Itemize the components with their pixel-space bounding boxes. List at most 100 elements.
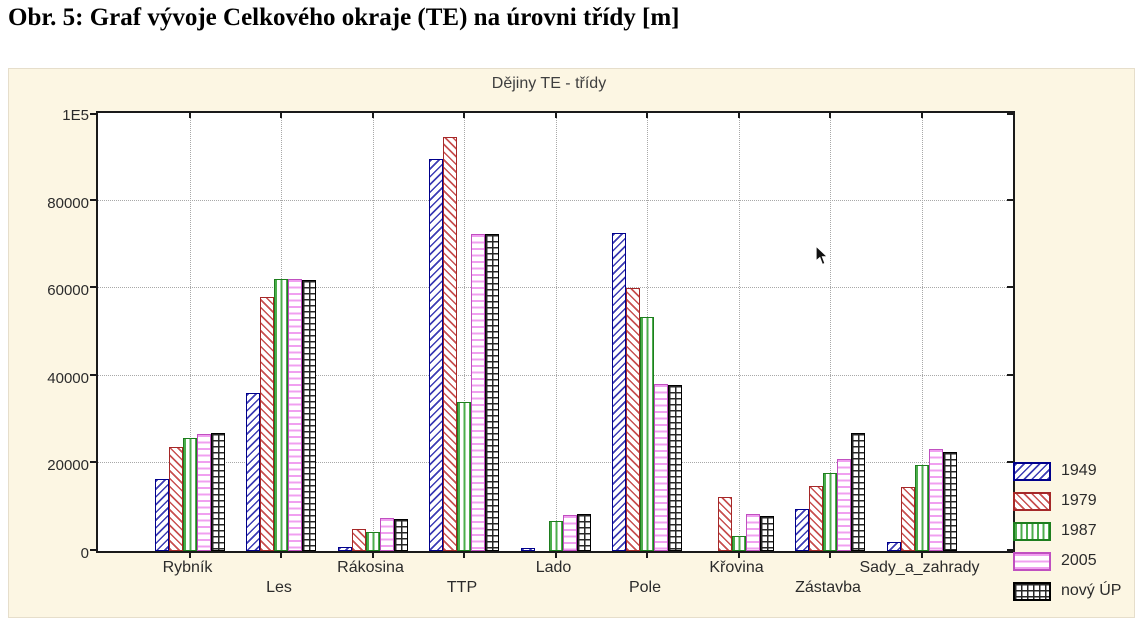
bar-2005: [562, 515, 577, 551]
x-tick-label: Zástavba: [795, 579, 861, 596]
bar-1979: [260, 296, 274, 551]
y-tick-left: [90, 286, 98, 289]
x-tick-top: [280, 113, 282, 118]
y-tick-label: 1E5: [62, 107, 89, 124]
legend-swatch-horizontal-icon: [1013, 551, 1051, 571]
gridline-vertical: [921, 113, 923, 551]
gridline-vertical: [738, 113, 740, 551]
legend-entry: 1987: [1013, 516, 1121, 546]
bar-1987: [640, 316, 654, 551]
bar-1987: [182, 438, 197, 551]
bar-1987: [914, 464, 929, 551]
legend-entry: 1979: [1013, 486, 1121, 516]
x-tick-label: Sady_a_zahrady: [859, 559, 980, 576]
bar-1987: [274, 279, 288, 551]
gridline-vertical: [189, 113, 191, 551]
gridline-vertical: [555, 113, 557, 551]
y-tick-label: 0: [80, 545, 89, 562]
bar-1949: [337, 546, 352, 551]
x-tick-bottom: [829, 553, 831, 558]
bar-1949: [612, 233, 626, 551]
legend-swatch-diag-down-icon: [1013, 491, 1051, 511]
bar-1949: [429, 159, 443, 551]
y-tick-label: 80000: [47, 194, 89, 212]
bar-1979: [443, 137, 457, 551]
bar-1987: [548, 521, 563, 551]
bar-1979: [717, 496, 732, 551]
x-tick-top: [188, 113, 191, 118]
y-tick-left: [90, 113, 98, 115]
x-tick-bottom: [554, 553, 557, 558]
y-tick-label: 20000: [47, 457, 89, 475]
gridline-vertical: [464, 113, 465, 551]
chart-figure: Dějiny TE - třídy 0 20000 40000 60000 80000 1…: [8, 68, 1135, 618]
legend-label: nový ÚP: [1061, 582, 1122, 599]
x-tick-label: Rybník: [162, 559, 213, 576]
x-tick-bottom: [920, 553, 923, 558]
bar-2005: [837, 459, 851, 551]
x-tick-top: [554, 113, 557, 118]
bar-1979: [351, 529, 366, 551]
x-tick-bottom: [463, 553, 465, 558]
bar-1987: [457, 402, 471, 551]
legend-label: 1979: [1061, 492, 1097, 509]
bar-nový ÚP: [210, 432, 225, 551]
x-tick-top: [371, 113, 374, 118]
x-tick-label: Křovina: [709, 559, 764, 576]
x-tick-label: TTP: [446, 579, 478, 596]
x-tick-bottom: [188, 553, 191, 558]
bar-nový ÚP: [302, 280, 316, 551]
bar-nový ÚP: [942, 451, 957, 551]
y-tick-right: [1007, 113, 1013, 115]
y-tick-right: [1007, 373, 1013, 376]
legend-label: 2005: [1061, 552, 1097, 569]
figure-caption: Obr. 5: Graf vývoje Celkového okraje (TE…: [8, 4, 680, 31]
mouse-cursor-icon: [815, 244, 830, 271]
y-tick-right: [1007, 286, 1013, 289]
bar-2005: [196, 434, 211, 551]
bar-2005: [654, 383, 668, 551]
bar-nový ÚP: [851, 433, 865, 551]
x-tick-top: [829, 113, 831, 118]
x-tick-bottom: [280, 553, 282, 558]
x-tick-top: [737, 113, 740, 118]
bar-nový ÚP: [393, 519, 408, 551]
y-tick-right: [1007, 549, 1013, 551]
bar-1949: [520, 547, 535, 551]
bar-1979: [626, 288, 640, 551]
y-tick-left: [90, 373, 98, 376]
bar-2005: [745, 514, 760, 551]
x-tick-label: Rákosina: [337, 559, 404, 576]
chart-legend: 1949 1979 1987 2005 nový ÚP: [1013, 456, 1121, 606]
y-tick-left: [90, 549, 98, 551]
bar-2005: [928, 448, 943, 551]
y-tick-label: 60000: [47, 282, 89, 300]
bar-nový ÚP: [668, 385, 682, 551]
x-tick-top: [646, 113, 648, 118]
y-tick-right: [1007, 461, 1013, 464]
legend-entry: 2005: [1013, 546, 1121, 576]
y-axis-labels: 0 20000 40000 60000 80000 1E5: [9, 107, 89, 562]
legend-label: 1949: [1061, 462, 1097, 479]
x-tick-label: Les: [266, 579, 292, 596]
bar-1987: [731, 536, 746, 551]
y-tick-right: [1007, 198, 1013, 201]
x-tick-top: [920, 113, 923, 118]
x-axis-labels: Rybník Les Rákosina TTP Lado Pole Křovina Zásta…: [96, 553, 1015, 613]
bar-2005: [379, 517, 394, 551]
bar-1949: [154, 478, 169, 551]
x-tick-bottom: [737, 553, 740, 558]
bar-1979: [168, 447, 183, 551]
legend-swatch-grid-icon: [1013, 581, 1051, 601]
x-tick-label: Lado: [535, 559, 572, 576]
y-tick-left: [90, 198, 98, 201]
x-tick-bottom: [371, 553, 374, 558]
gridline-vertical: [372, 113, 374, 551]
plot-area: [90, 111, 1015, 558]
gridline-vertical: [830, 113, 831, 551]
chart-title: Dějiny TE - třídy: [491, 75, 607, 92]
bar-1987: [365, 532, 380, 551]
x-tick-bottom: [646, 553, 648, 558]
x-tick-label: Pole: [628, 579, 662, 596]
y-tick-label: 40000: [47, 369, 89, 387]
